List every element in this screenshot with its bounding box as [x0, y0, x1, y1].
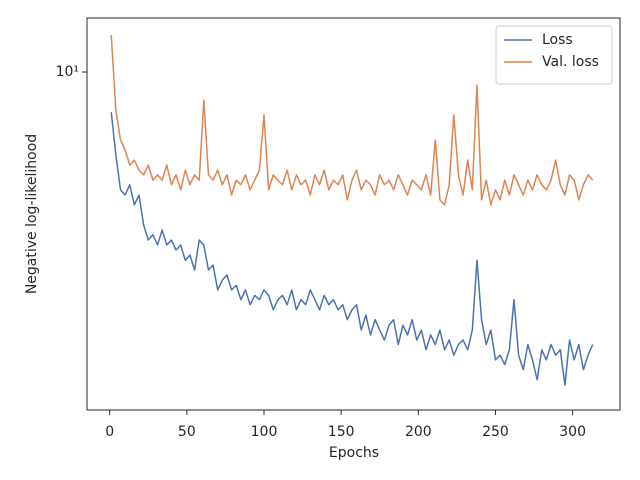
y-axis-label: Negative log-likelihood	[24, 134, 40, 294]
legend-label: Loss	[542, 32, 573, 48]
x-tick-label: 250	[482, 424, 509, 440]
x-axis-label: Epochs	[329, 445, 379, 461]
line-series	[110, 35, 594, 206]
x-tick-label: 200	[405, 424, 432, 440]
legend-label: Val. loss	[542, 54, 599, 70]
x-tick-label: 100	[251, 424, 278, 440]
line-series	[110, 112, 594, 386]
y-tick-label: 10¹	[56, 64, 79, 80]
x-tick-label: 0	[105, 424, 114, 440]
x-tick-label: 50	[178, 424, 196, 440]
x-tick-label: 150	[328, 424, 355, 440]
plot-frame	[86, 17, 621, 411]
x-tick-label: 300	[559, 424, 586, 440]
